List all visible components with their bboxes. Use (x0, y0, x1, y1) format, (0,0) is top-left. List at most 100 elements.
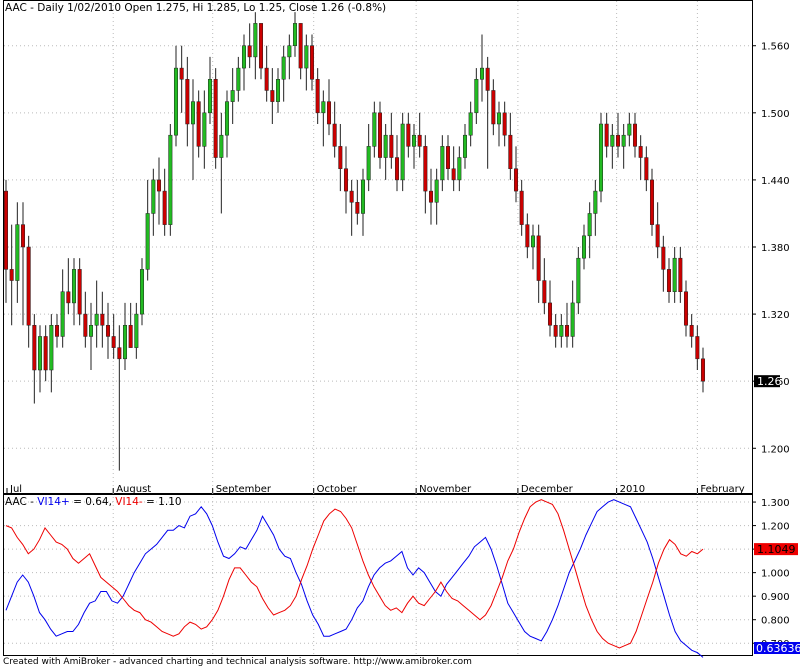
candle-down (519, 190, 524, 225)
candle-down (111, 336, 116, 348)
candle-down (3, 190, 9, 270)
candle-down (485, 67, 490, 91)
candle-down (394, 157, 400, 181)
candle-down (66, 291, 71, 304)
candle-up (366, 146, 371, 181)
candle-down (417, 134, 422, 147)
candle-up (49, 325, 54, 371)
vi-tick-label: 0.900 (761, 592, 790, 603)
candle-down (491, 90, 496, 125)
candle-down (156, 179, 162, 192)
candle-up (383, 134, 388, 158)
candle-up (202, 112, 207, 147)
candle-down (77, 269, 82, 315)
candle-up (168, 134, 173, 225)
candle-down (700, 358, 706, 382)
vi-plus-legend-label: VI14+ (37, 496, 69, 508)
candle-down (564, 325, 570, 337)
candle-up (37, 336, 43, 371)
vi-tick-label: 1.200 (761, 522, 790, 533)
candle-down (32, 325, 37, 371)
candle-down (666, 269, 672, 292)
candle-up (287, 45, 292, 58)
candle-up (570, 302, 575, 337)
candle-down (100, 313, 105, 326)
candle-up (462, 134, 468, 158)
x-tick-label: December (521, 484, 574, 495)
candle-down (326, 101, 332, 125)
candle-up (627, 123, 632, 136)
vi-minus-legend-label: VI14- (115, 496, 143, 508)
candle-up (576, 257, 581, 304)
candle-up (173, 67, 179, 136)
candle-down (343, 168, 349, 192)
candle-up (15, 224, 20, 281)
candle-down (553, 325, 558, 337)
candle-up (71, 269, 77, 304)
candle-down (179, 67, 184, 80)
candle-up (530, 235, 536, 248)
candle-up (621, 134, 626, 147)
last-price-marker (754, 375, 780, 388)
candle-down (683, 291, 689, 326)
candle-up (593, 190, 598, 214)
candle-down (298, 23, 303, 69)
price-tick-label: 1.200 (761, 444, 790, 455)
vi-title-ticker: AAC - (5, 496, 37, 508)
candle-up (190, 101, 196, 125)
candle-down (649, 179, 655, 225)
candle-down (536, 235, 541, 281)
x-tick-label: October (317, 484, 358, 495)
candle-down (185, 79, 190, 125)
candle-down (20, 224, 26, 248)
candle-up (400, 123, 405, 181)
candle-up (281, 56, 286, 80)
candle-down (513, 168, 519, 192)
candle-up (372, 112, 377, 147)
candle-up (457, 157, 462, 181)
vi-minus-last-marker (754, 543, 798, 556)
candle-up (275, 79, 281, 102)
vi-panel-frame (3, 494, 753, 656)
candle-down (309, 45, 315, 80)
vi-tick-label: 0.800 (761, 616, 790, 627)
x-tick-label: September (216, 484, 272, 495)
candle-down (315, 79, 320, 114)
x-tick-label: November (419, 484, 472, 495)
candle-up (581, 235, 587, 259)
price-tick-label: 1.500 (761, 109, 790, 120)
candle-down (43, 336, 48, 371)
candle-up (411, 134, 417, 147)
vi-tick-label: 1.300 (761, 498, 790, 509)
candle-down (508, 134, 513, 169)
candle-up (610, 134, 615, 147)
candle-up (88, 325, 94, 337)
price-tick-label: 1.380 (761, 243, 790, 254)
footer-credit: Created with AmiBroker - advanced charti… (3, 657, 472, 667)
vortex-lines (5, 499, 704, 658)
candle-up (360, 179, 366, 214)
candle-up (292, 23, 298, 46)
candle-down (9, 269, 14, 281)
candle-up (219, 134, 224, 158)
candle-up (559, 325, 564, 337)
candle-down (377, 112, 383, 158)
candle-down (638, 146, 643, 158)
candle-down (655, 224, 660, 248)
candle-down (695, 336, 700, 360)
vi-chart-title: AAC - VI14+ = 0.64, VI14- = 1.10 (5, 496, 182, 508)
x-tick-label: February (700, 484, 744, 495)
candle-down (117, 347, 122, 360)
candlestick-series (3, 12, 706, 471)
candle-down (83, 313, 88, 337)
candle-up (321, 101, 326, 114)
candle-down (54, 325, 60, 337)
vi-gridlines (4, 501, 752, 644)
candle-down (247, 45, 252, 58)
candle-down (349, 190, 354, 203)
x-tick-label: 2010 (620, 484, 645, 495)
candle-down (604, 123, 609, 147)
